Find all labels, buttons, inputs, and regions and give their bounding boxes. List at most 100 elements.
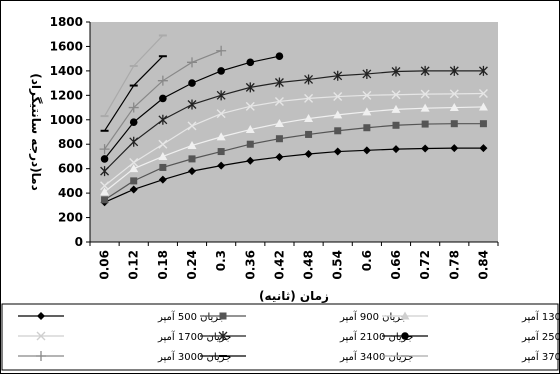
data-point	[333, 147, 342, 156]
legend-label: جریان 3400 آمپر	[339, 350, 413, 363]
x-tick-label: 0.06	[98, 250, 112, 280]
series-line	[104, 106, 484, 193]
x-tick-label: 0.84	[476, 250, 490, 280]
data-point	[333, 92, 343, 102]
y-tick-label: 1800	[50, 15, 83, 29]
x-tick-label: 0.42	[272, 250, 286, 280]
legend-marker	[218, 331, 228, 341]
data-point	[391, 90, 401, 100]
series-2	[101, 120, 487, 204]
legend-label: جریان 1700 آمپر	[157, 330, 231, 343]
data-point	[449, 65, 459, 76]
plot-area	[90, 22, 498, 242]
data-point	[129, 164, 139, 173]
data-point	[100, 187, 110, 196]
legend-item: جریان 900 آمپر	[200, 310, 407, 323]
data-point	[420, 89, 430, 99]
x-tick-label: 0.66	[389, 250, 403, 280]
data-point	[245, 82, 255, 93]
legend-item: جریان 2500 آمپر	[382, 330, 560, 343]
legend-item: جریان 500 آمپر	[18, 310, 225, 323]
legend-marker	[401, 332, 409, 340]
y-tick-label: 200	[58, 211, 83, 225]
data-point	[129, 158, 139, 168]
x-tick-label: 0.24	[185, 250, 199, 280]
data-point	[216, 90, 226, 101]
legend-label: جریان 500 آمپر	[157, 310, 225, 323]
data-point	[333, 110, 343, 119]
y-tick-label: 1000	[50, 113, 83, 127]
data-point	[449, 103, 459, 112]
y-tick-label: 400	[58, 186, 83, 200]
legend: جریان 500 آمپر جریان 900 آمپر جریان 1300 آ…	[18, 310, 560, 363]
legend-label: جریان 1300 آمپر	[521, 310, 560, 323]
data-point	[479, 144, 488, 153]
data-point	[304, 93, 314, 103]
data-point	[245, 125, 255, 134]
data-point	[100, 155, 109, 163]
series-lines	[99, 34, 488, 207]
data-point	[158, 114, 168, 125]
x-tick-label: 0.6	[360, 250, 374, 271]
data-point	[304, 150, 313, 158]
legend-label: جریان 900 آمپر	[339, 310, 407, 323]
data-point	[274, 96, 284, 106]
data-point	[333, 70, 343, 81]
legend-label: جریان 2500 آمپر	[521, 330, 560, 343]
data-point	[216, 132, 226, 141]
data-point	[275, 135, 283, 143]
data-point	[187, 121, 197, 131]
legend-item: جریان 1300 آمپر	[382, 310, 560, 323]
data-point	[217, 67, 225, 75]
data-point	[246, 140, 254, 148]
legend-item: جریان 3000 آمپر	[18, 350, 231, 363]
data-point	[362, 68, 372, 79]
series-line	[104, 123, 484, 201]
y-axis-title: دما(درجه سانتیگراد)	[29, 73, 43, 191]
data-point	[305, 130, 313, 138]
data-point	[391, 66, 401, 77]
legend-item: جریان 1700 آمپر	[18, 330, 231, 343]
x-axis-title: زمان (ثانیه)	[259, 289, 329, 303]
legend-marker	[400, 311, 410, 320]
data-point	[187, 140, 197, 149]
data-point	[129, 185, 138, 194]
legend-item: جریان 2100 آمپر	[200, 330, 413, 343]
data-point	[304, 74, 314, 85]
data-point	[392, 121, 400, 129]
data-point	[246, 156, 255, 165]
data-point	[363, 124, 371, 132]
y-tick-label: 800	[58, 137, 83, 151]
data-point	[188, 155, 196, 163]
data-point	[188, 167, 196, 176]
series-8	[100, 55, 167, 132]
x-tick-label: 0.36	[243, 250, 257, 280]
data-point	[391, 104, 401, 113]
data-point	[478, 65, 488, 76]
data-point	[274, 77, 284, 88]
data-point	[304, 114, 314, 123]
series-line	[104, 147, 484, 203]
data-point	[216, 45, 227, 56]
data-point	[275, 153, 284, 162]
data-point	[99, 144, 110, 155]
data-point	[275, 52, 284, 61]
legend-item: جریان 3400 آمپر	[200, 350, 413, 363]
data-point	[130, 177, 138, 185]
data-point	[450, 120, 458, 128]
y-axis-ticks: 0 200 400 600 800 1000 1200 1400 1600 1800	[50, 15, 90, 249]
data-point	[362, 90, 372, 100]
x-tick-label: 0.78	[447, 250, 461, 280]
x-tick-label: 0.54	[331, 250, 345, 280]
x-axis-ticks: 0.06 0.12 0.18 0.24 0.3 0.36 0.42 0.48 0.54 0.6 0.…	[89, 242, 499, 280]
data-point	[274, 118, 284, 127]
data-point	[158, 151, 168, 160]
series-5	[100, 65, 488, 177]
y-tick-label: 600	[58, 162, 83, 176]
data-point	[158, 175, 167, 184]
legend-marker	[37, 312, 45, 320]
data-point	[334, 127, 342, 135]
data-point	[217, 148, 225, 156]
data-point	[188, 79, 196, 87]
series-line	[104, 92, 484, 187]
